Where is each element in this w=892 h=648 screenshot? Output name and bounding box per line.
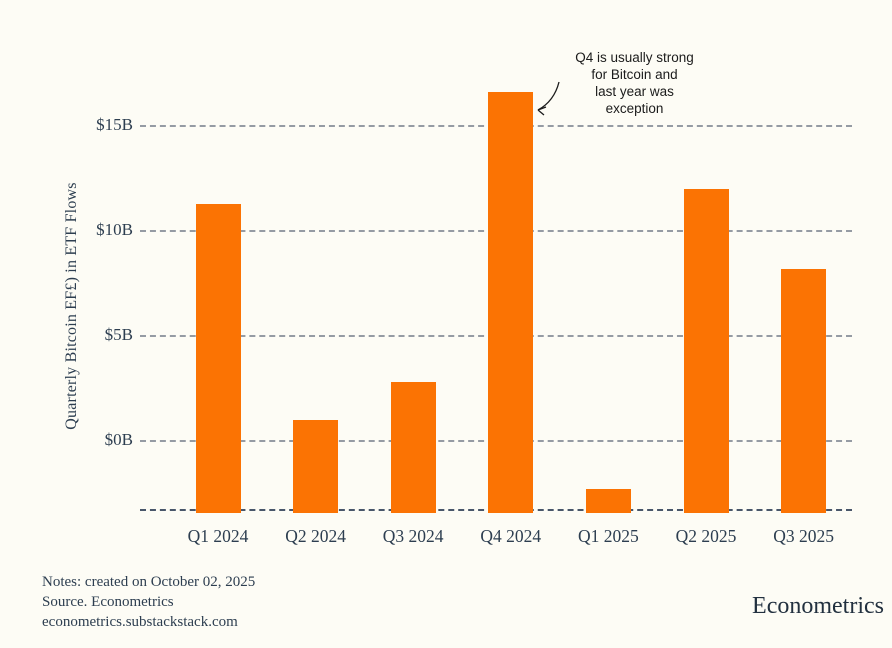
y-tick-label: $10B — [96, 220, 133, 239]
annotation-arrow-icon — [537, 81, 560, 116]
y-tick-label: $0B — [104, 430, 133, 449]
bar-q3-2024 — [390, 382, 436, 513]
x-tick-label: Q4 2024 — [480, 526, 542, 546]
note-created: Notes: created on October 02, 2025 — [42, 574, 256, 590]
x-tick-label: Q1 2024 — [187, 526, 249, 546]
bar-q2-2024 — [293, 420, 339, 513]
x-tick-label: Q1 2025 — [578, 526, 639, 546]
x-tick-label: Q2 2025 — [675, 526, 737, 546]
bar-q3-2025 — [781, 268, 827, 513]
note-source: Source. Econometrics — [42, 594, 174, 610]
footer-notes: Notes: created on October 02, 2025 Sourc… — [42, 572, 255, 632]
note-url: econometrics.substackstack.com — [42, 614, 238, 630]
annotation-text: Q4 is usually strong for Bitcoin and las… — [575, 50, 694, 116]
bar-q1-2025 — [585, 489, 631, 513]
x-tick-label: Q3 2024 — [382, 526, 444, 546]
bar-q1-2024 — [195, 203, 241, 513]
x-tick-label: Q3 2025 — [773, 526, 834, 546]
bar-q2-2025 — [683, 189, 729, 513]
y-tick-label: $5B — [104, 325, 133, 344]
brand-wordmark: Econometrics — [752, 593, 884, 619]
bar-q4-2024 — [488, 92, 534, 513]
x-tick-label: Q2 2024 — [285, 526, 346, 546]
y-tick-label: $15B — [96, 115, 133, 134]
